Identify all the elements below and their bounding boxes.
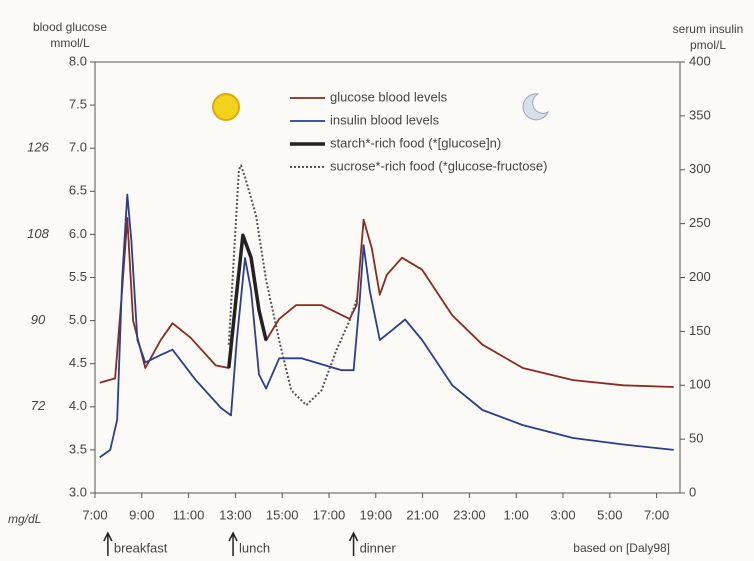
chart: blood glucose mmol/L serum insulin pmol/… [0, 0, 754, 561]
x-tick-label: 13:00 [219, 507, 252, 522]
y2-axis-unit: pmol/L [690, 38, 726, 52]
y-tick-label: 5.5 [69, 269, 87, 284]
x-tick-label: 15:00 [266, 507, 299, 522]
y-tick-label: 7.5 [69, 97, 87, 112]
y3-tick-label: 90 [31, 312, 46, 327]
y2-tick-label: 400 [689, 53, 711, 68]
y2-axis-title: serum insulin [673, 22, 744, 36]
event-label: breakfast [114, 540, 168, 555]
y3-tick-label: 108 [27, 226, 49, 241]
y2-tick-label: 150 [689, 323, 711, 338]
y3-tick-label: 72 [31, 398, 46, 413]
y-tick-label: 3.0 [69, 484, 87, 499]
x-tick-label: 19:00 [360, 507, 393, 522]
x-tick-label: 9:00 [129, 507, 154, 522]
x-tick-label: 11:00 [173, 507, 205, 522]
y-tick-label: 4.0 [69, 398, 87, 413]
y-axis-title: blood glucose [33, 20, 107, 34]
y-tick-label: 5.0 [69, 312, 87, 327]
y3-tick-label: 126 [27, 140, 49, 155]
y2-tick-label: 250 [689, 215, 711, 230]
y2-tick-label: 0 [689, 484, 696, 499]
y2-tick-label: 200 [689, 269, 711, 284]
x-tick-label: 23:00 [453, 507, 486, 522]
x-tick-label: 17:00 [313, 507, 346, 522]
y2-tick-label: 300 [689, 161, 711, 176]
x-tick-label: 1:00 [504, 507, 529, 522]
y-tick-label: 8.0 [69, 53, 87, 68]
x-tick-label: 7:00 [644, 507, 669, 522]
y-tick-label: 6.0 [69, 226, 87, 241]
y-axis-unit: mmol/L [50, 36, 90, 50]
y-tick-label: 6.5 [69, 183, 87, 198]
sun-icon [213, 94, 239, 120]
legend-label: insulin blood levels [330, 112, 440, 127]
x-tick-label: 5:00 [597, 507, 622, 522]
y2-tick-label: 100 [689, 377, 711, 392]
legend-label: sucrose*-rich food (*glucose-fructose) [330, 158, 547, 173]
y3-axis-unit: mg/dL [8, 512, 41, 526]
y-tick-label: 7.0 [69, 140, 87, 155]
event-label: dinner [360, 540, 397, 555]
y-tick-label: 4.5 [69, 355, 87, 370]
legend-label: starch*-rich food (*[glucose]n) [330, 135, 501, 150]
x-tick-label: 7:00 [82, 507, 107, 522]
y2-tick-label: 350 [689, 107, 711, 122]
event-label: lunch [239, 540, 270, 555]
source-note: based on [Daly98] [573, 541, 670, 555]
y2-tick-label: 50 [689, 431, 703, 446]
y-tick-label: 3.5 [69, 441, 87, 456]
x-tick-label: 3:00 [550, 507, 575, 522]
x-tick-label: 21:00 [406, 507, 439, 522]
legend-label: glucose blood levels [330, 89, 448, 104]
